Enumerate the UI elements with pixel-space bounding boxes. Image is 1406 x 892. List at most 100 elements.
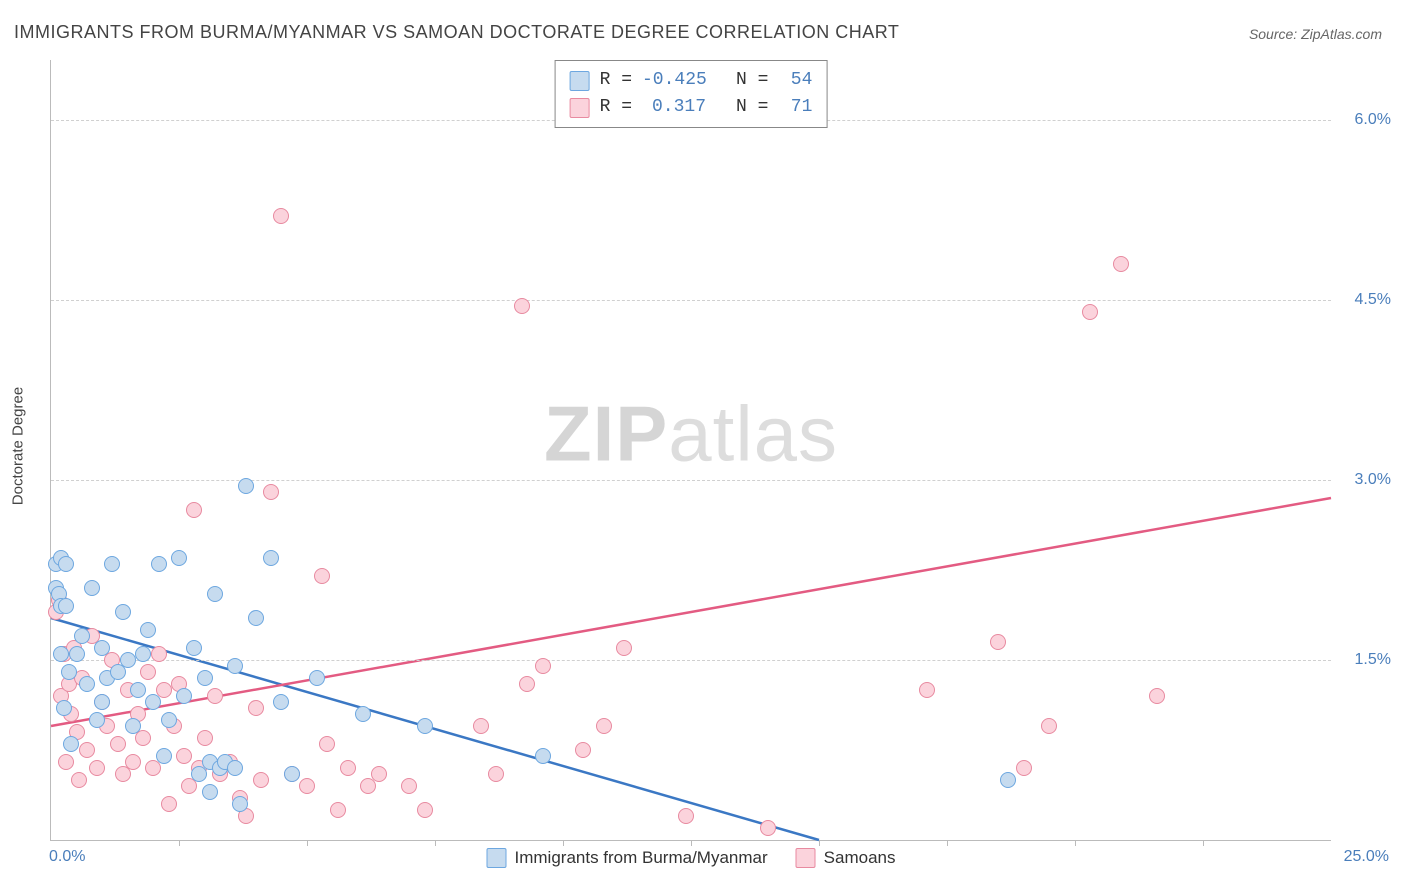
legend-blue-R: -0.425 bbox=[642, 67, 706, 94]
source-attribution: Source: ZipAtlas.com bbox=[1249, 26, 1382, 42]
data-point bbox=[273, 694, 289, 710]
data-point bbox=[330, 802, 346, 818]
legend-row-blue: R = -0.425 N = 54 bbox=[570, 67, 813, 94]
data-point bbox=[1113, 256, 1129, 272]
data-point bbox=[56, 700, 72, 716]
data-point bbox=[197, 670, 213, 686]
legend-pink-label: Samoans bbox=[824, 848, 896, 868]
data-point bbox=[299, 778, 315, 794]
x-tick bbox=[819, 840, 820, 846]
data-point bbox=[248, 700, 264, 716]
data-point bbox=[596, 718, 612, 734]
data-point bbox=[1149, 688, 1165, 704]
data-point bbox=[473, 718, 489, 734]
data-point bbox=[53, 646, 69, 662]
legend-N-label-2: N = bbox=[736, 94, 768, 121]
data-point bbox=[919, 682, 935, 698]
data-point bbox=[314, 568, 330, 584]
data-point bbox=[74, 628, 90, 644]
data-point bbox=[227, 658, 243, 674]
data-point bbox=[535, 748, 551, 764]
trend-line bbox=[51, 498, 1331, 726]
data-point bbox=[104, 556, 120, 572]
data-point bbox=[63, 736, 79, 752]
watermark: ZIPatlas bbox=[544, 389, 838, 480]
legend-row-pink: R = 0.317 N = 71 bbox=[570, 94, 813, 121]
x-tick bbox=[1203, 840, 1204, 846]
y-tick-label: 3.0% bbox=[1341, 471, 1391, 489]
data-point bbox=[417, 802, 433, 818]
data-point bbox=[616, 640, 632, 656]
data-point bbox=[273, 208, 289, 224]
y-tick-label: 6.0% bbox=[1341, 111, 1391, 129]
swatch-pink-bottom bbox=[796, 848, 816, 868]
y-tick-label: 4.5% bbox=[1341, 291, 1391, 309]
data-point bbox=[417, 718, 433, 734]
data-point bbox=[575, 742, 591, 758]
data-point bbox=[151, 556, 167, 572]
data-point bbox=[309, 670, 325, 686]
data-point bbox=[94, 694, 110, 710]
data-point bbox=[58, 754, 74, 770]
data-point bbox=[120, 652, 136, 668]
data-point bbox=[145, 694, 161, 710]
data-point bbox=[535, 658, 551, 674]
data-point bbox=[79, 742, 95, 758]
data-point bbox=[232, 796, 248, 812]
x-tick bbox=[563, 840, 564, 846]
swatch-blue bbox=[570, 71, 590, 91]
data-point bbox=[130, 682, 146, 698]
data-point bbox=[135, 646, 151, 662]
correlation-legend: R = -0.425 N = 54 R = 0.317 N = 71 bbox=[555, 60, 828, 128]
data-point bbox=[678, 808, 694, 824]
x-tick bbox=[947, 840, 948, 846]
data-point bbox=[227, 760, 243, 776]
y-tick-label: 1.5% bbox=[1341, 651, 1391, 669]
trend-lines bbox=[51, 60, 1331, 840]
data-point bbox=[84, 580, 100, 596]
data-point bbox=[1000, 772, 1016, 788]
legend-pink-R: 0.317 bbox=[642, 94, 706, 121]
data-point bbox=[58, 556, 74, 572]
chart-title: IMMIGRANTS FROM BURMA/MYANMAR VS SAMOAN … bbox=[14, 22, 899, 43]
watermark-zip: ZIP bbox=[544, 390, 668, 478]
data-point bbox=[176, 748, 192, 764]
legend-blue-N: 54 bbox=[778, 67, 812, 94]
data-point bbox=[115, 604, 131, 620]
data-point bbox=[263, 550, 279, 566]
data-point bbox=[186, 640, 202, 656]
data-point bbox=[61, 664, 77, 680]
data-point bbox=[1016, 760, 1032, 776]
data-point bbox=[197, 730, 213, 746]
data-point bbox=[207, 688, 223, 704]
data-point bbox=[519, 676, 535, 692]
data-point bbox=[514, 298, 530, 314]
x-tick-label: 25.0% bbox=[1344, 848, 1389, 866]
data-point bbox=[140, 664, 156, 680]
data-point bbox=[238, 478, 254, 494]
grid-line bbox=[51, 300, 1331, 301]
data-point bbox=[71, 772, 87, 788]
grid-line bbox=[51, 660, 1331, 661]
data-point bbox=[69, 646, 85, 662]
x-tick bbox=[435, 840, 436, 846]
data-point bbox=[125, 754, 141, 770]
data-point bbox=[319, 736, 335, 752]
legend-item-pink: Samoans bbox=[796, 848, 896, 868]
data-point bbox=[94, 640, 110, 656]
data-point bbox=[401, 778, 417, 794]
y-axis-label: Doctorate Degree bbox=[10, 387, 27, 505]
plot-area: ZIPatlas R = -0.425 N = 54 R = 0.317 N =… bbox=[50, 60, 1331, 841]
x-tick bbox=[1075, 840, 1076, 846]
legend-blue-label: Immigrants from Burma/Myanmar bbox=[515, 848, 768, 868]
data-point bbox=[202, 784, 218, 800]
data-point bbox=[161, 712, 177, 728]
data-point bbox=[161, 796, 177, 812]
watermark-atlas: atlas bbox=[668, 390, 838, 478]
legend-R-label-2: R = bbox=[600, 94, 632, 121]
data-point bbox=[263, 484, 279, 500]
legend-item-blue: Immigrants from Burma/Myanmar bbox=[487, 848, 768, 868]
data-point bbox=[171, 550, 187, 566]
data-point bbox=[58, 598, 74, 614]
x-tick bbox=[307, 840, 308, 846]
